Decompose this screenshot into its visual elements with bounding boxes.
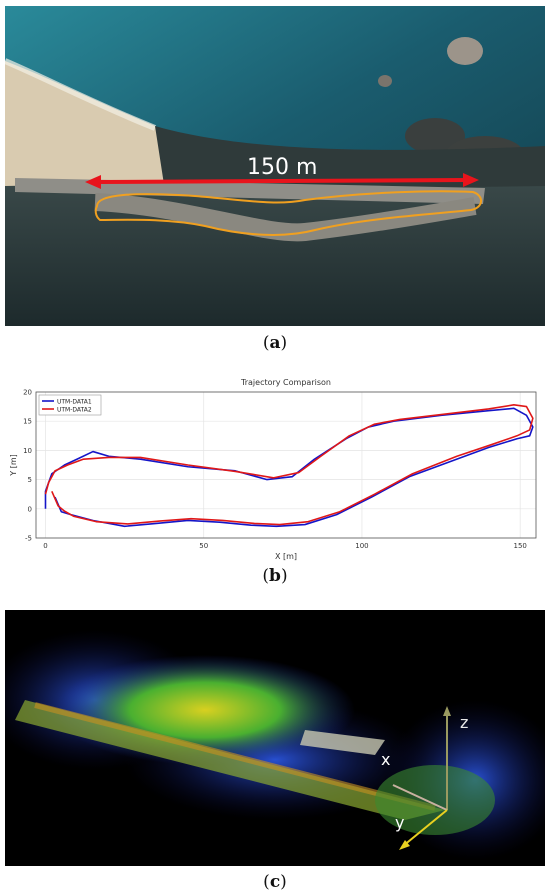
y-axis-line <box>402 809 448 847</box>
y-tick-label: 0 <box>28 505 32 513</box>
distance-arrow <box>96 178 468 184</box>
x-axis-point-label: x <box>381 750 390 769</box>
series-line-2 <box>44 404 534 526</box>
x-tick-label: 50 <box>199 542 208 550</box>
chart-series <box>44 404 534 528</box>
x-tick-label: 100 <box>355 542 368 550</box>
arrow-head-right-icon <box>463 173 479 187</box>
aerial-map-panel: 150 m <box>3 6 545 326</box>
x-axis-line <box>392 784 448 811</box>
arrow-head-left-icon <box>85 175 101 189</box>
aerial-map-image: 150 m <box>3 6 545 326</box>
caption-c: (c) <box>263 872 287 892</box>
legend-entry: UTM-DATA2 <box>57 406 92 413</box>
z-axis-label: z <box>460 713 468 732</box>
y-tick-label: 10 <box>23 447 32 455</box>
y-tick-label: -5 <box>25 535 32 543</box>
legend-box <box>38 394 102 416</box>
y-axis-label: Y [m] <box>9 454 18 476</box>
x-tick-label: 150 <box>513 542 526 550</box>
point-cloud-panel: z x y <box>0 610 550 866</box>
y-tick-label: 15 <box>23 418 32 426</box>
plot-frame <box>35 391 537 539</box>
trajectory-track <box>94 190 482 236</box>
legend-entry: UTM-DATA1 <box>57 398 92 405</box>
x-tick-label: 0 <box>43 542 47 550</box>
trajectory-chart-panel: Trajectory Comparison 0 50 100 150 -5 0 5 10 15 2… <box>0 372 550 572</box>
y-tick-label: 20 <box>23 389 32 397</box>
z-axis-arrow-icon <box>443 706 451 716</box>
distance-label: 150 m <box>247 155 317 180</box>
y-axis-arrow-icon <box>399 840 410 850</box>
x-axis-label: X [m] <box>275 552 297 561</box>
chart-ticks: 0 50 100 150 -5 0 5 10 15 20 <box>23 389 527 551</box>
caption-b: (b) <box>262 566 288 586</box>
trajectory-chart: Trajectory Comparison 0 50 100 150 -5 0 5 10 15 2… <box>9 378 537 561</box>
point-cloud-image: z x y <box>0 610 550 866</box>
y-tick-label: 5 <box>28 476 32 484</box>
caption-a: (a) <box>262 333 288 353</box>
y-axis-point-label: y <box>395 813 404 832</box>
chart-title: Trajectory Comparison <box>240 378 331 387</box>
